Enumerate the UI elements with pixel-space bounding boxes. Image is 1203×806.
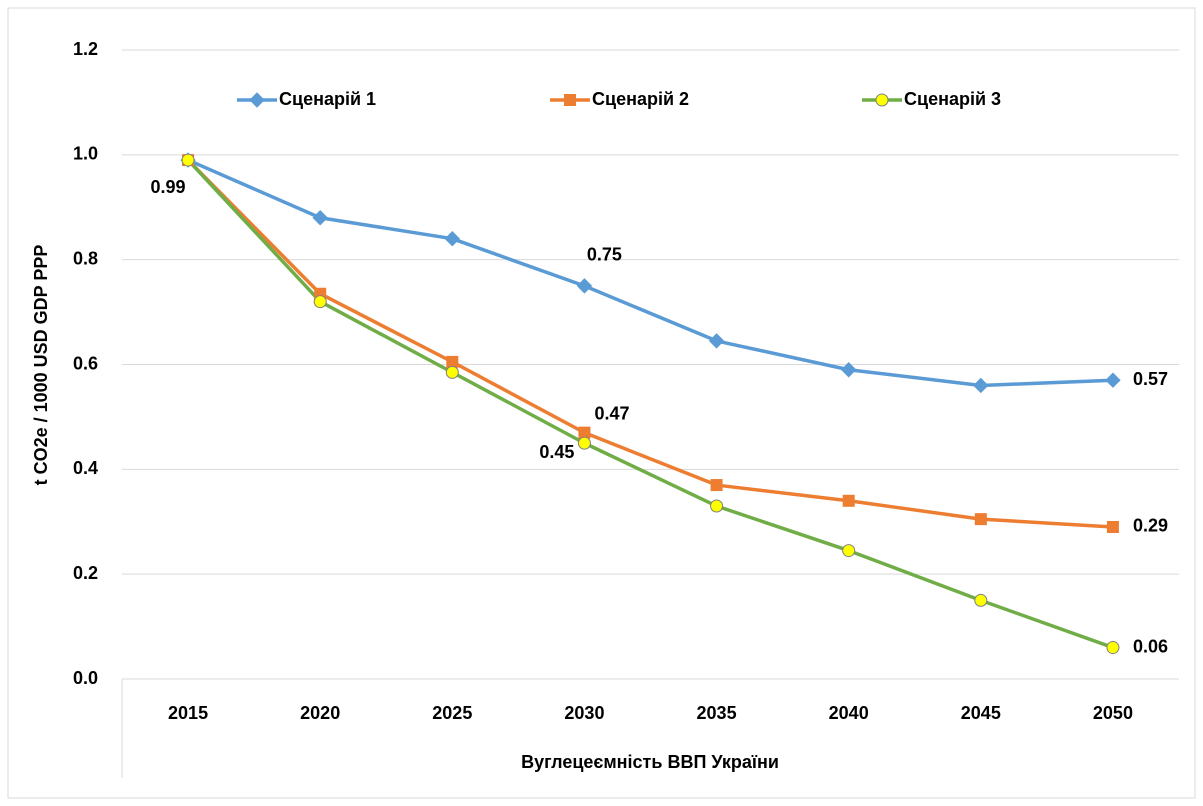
marker	[576, 278, 593, 294]
data-label: 0.45	[539, 442, 574, 462]
y-tick-label: 0.4	[73, 458, 98, 478]
data-label: 0.29	[1133, 516, 1168, 536]
marker	[875, 93, 889, 107]
chart-border	[7, 7, 1196, 799]
marker	[974, 593, 988, 607]
marker	[710, 499, 724, 513]
marker	[564, 94, 576, 106]
marker	[842, 544, 856, 558]
legend-label: Сценарій 3	[904, 89, 1001, 109]
data-label: 0.06	[1133, 636, 1168, 656]
marker	[710, 479, 723, 492]
marker	[973, 377, 989, 394]
y-axis-title: t CO2e / 1000 USD GDP PPP	[31, 245, 51, 486]
marker	[1106, 520, 1119, 533]
legend-label: Сценарій 2	[592, 89, 689, 109]
marker	[445, 365, 459, 379]
x-tick-label: 2035	[697, 703, 737, 723]
marker	[974, 513, 987, 526]
x-tick-label: 2030	[564, 703, 604, 723]
marker	[840, 362, 857, 378]
marker	[708, 333, 725, 349]
series-line	[186, 158, 1114, 650]
marker	[1105, 372, 1121, 388]
x-tick-label: 2015	[168, 703, 208, 723]
series-line	[186, 158, 1114, 529]
marker	[577, 436, 591, 450]
marker	[181, 153, 195, 167]
x-tick-label: 2045	[961, 703, 1001, 723]
x-tick-label: 2025	[432, 703, 472, 723]
data-label: 0.57	[1133, 369, 1168, 389]
x-axis-title: Вуглецеємність ВВП України	[521, 752, 779, 772]
marker	[1106, 641, 1120, 655]
x-tick-label: 2040	[829, 703, 869, 723]
data-label: 0.47	[594, 403, 629, 423]
y-tick-label: 0.6	[73, 353, 98, 373]
marker	[578, 426, 591, 439]
marker	[313, 295, 327, 309]
data-label: 0.99	[151, 177, 186, 197]
marker	[842, 494, 855, 507]
y-tick-label: 0.8	[73, 248, 98, 268]
marker	[444, 230, 461, 247]
marker	[249, 92, 265, 108]
x-tick-label: 2020	[300, 703, 340, 723]
y-tick-label: 1.0	[73, 144, 98, 164]
legend-label: Сценарій 1	[279, 89, 376, 109]
series-line	[187, 158, 1114, 388]
marker	[312, 210, 328, 226]
y-tick-label: 0.0	[73, 668, 98, 688]
x-tick-label: 2050	[1093, 703, 1133, 723]
y-tick-label: 1.2	[73, 39, 98, 59]
data-label: 0.75	[587, 245, 622, 265]
marker	[446, 355, 459, 368]
y-tick-label: 0.2	[73, 563, 98, 583]
